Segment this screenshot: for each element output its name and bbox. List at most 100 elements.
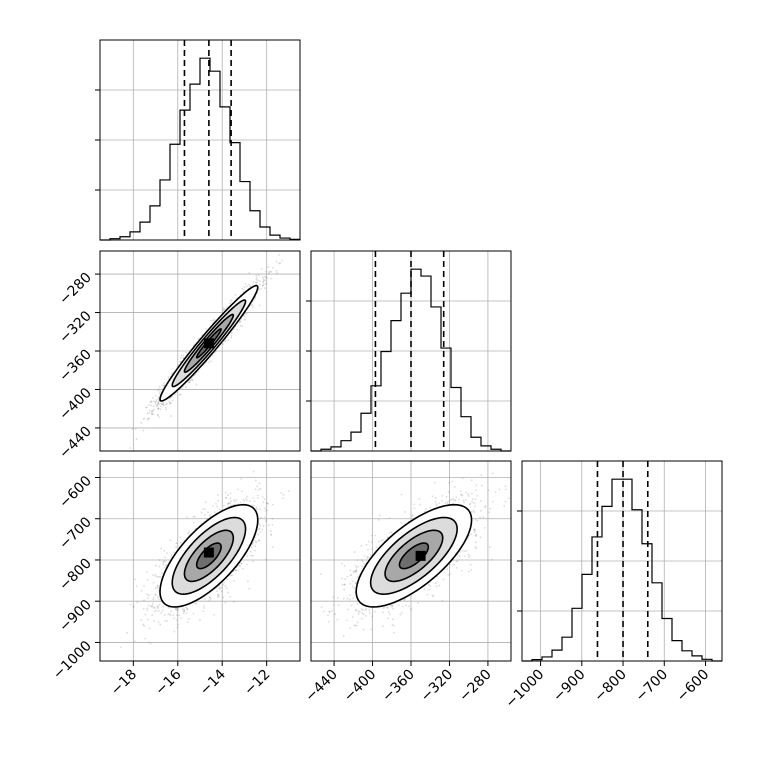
sample-point [271,267,274,269]
sample-point [150,605,152,608]
sample-point [259,508,261,511]
sample-point [176,626,179,629]
sample-point [256,281,258,284]
sample-point [256,279,259,282]
sample-point [163,404,165,407]
sample-point [203,607,205,609]
sample-point [148,411,151,414]
sample-point [225,587,228,590]
sample-point [241,490,244,493]
histogram-frame [99,39,301,241]
sample-point [251,543,254,546]
sample-point [157,397,160,400]
sample-point [182,357,184,359]
sample-point [164,620,167,622]
sample-point [353,624,356,626]
sample-point [147,604,150,607]
sample-point [473,528,475,531]
sample-point [242,498,245,501]
sample-point [175,609,178,612]
sample-point [243,499,246,502]
sample-point [159,408,162,411]
sample-point [185,606,188,609]
sample-point [134,427,137,430]
sample-point [157,401,160,403]
sample-point [185,386,187,389]
sample-point [156,586,159,589]
sample-point [155,405,158,408]
sample-point [227,591,229,594]
sample-point [217,499,219,502]
scatter-panel-0 [99,250,301,452]
sample-point [252,541,254,544]
sample-point [173,630,176,633]
sample-point [218,587,221,590]
sample-point [243,315,245,318]
sample-point [161,572,164,575]
sample-point [467,495,470,497]
sample-point [258,523,260,526]
sample-point [229,497,232,500]
density-peak-marker [203,547,214,558]
sample-point [225,496,228,499]
sample-point [391,604,393,607]
sample-point [175,607,178,610]
contour-level-0 [159,284,259,402]
sample-point [474,489,477,491]
sample-point [226,503,229,505]
sample-point [178,393,181,396]
sample-point [208,599,211,602]
sample-point [145,406,147,409]
sample-point [230,299,233,301]
sample-point [192,521,195,524]
sample-point [179,536,182,539]
sample-point [235,569,237,572]
sample-point [459,550,461,553]
sample-point [159,405,162,408]
sample-point [216,590,219,592]
sample-point [261,284,264,287]
sample-point [153,606,156,609]
sample-point [150,412,153,415]
histogram-grid [311,251,511,451]
sample-point [212,319,215,322]
sample-point [192,515,195,518]
sample-point [256,485,259,488]
sample-point [252,560,254,563]
sample-point [146,571,148,573]
sample-point [176,607,179,610]
sample-point [188,381,191,384]
histogram-grid [522,461,722,661]
sample-point [320,606,323,609]
sample-point [157,388,160,391]
sample-point [474,529,476,532]
sample-point [143,599,145,602]
sample-point [179,393,182,396]
sample-point [246,499,248,502]
sample-point [146,593,149,596]
sample-point [162,402,165,404]
sample-point [153,400,156,403]
sample-point [262,284,265,286]
sample-point [186,608,189,611]
sample-point [255,541,258,544]
sample-point [474,498,477,501]
histogram-grid [100,40,300,240]
sample-point [172,617,175,620]
sample-point [328,620,330,623]
sample-point [260,268,263,270]
sample-point [213,511,216,514]
sample-point [171,372,173,375]
sample-point [142,623,145,626]
sample-point [224,340,226,342]
sample-point [267,266,270,268]
sample-point [165,564,167,567]
sample-point [129,603,132,606]
sample-point [177,608,180,611]
sample-point [132,605,135,608]
sample-point [155,609,158,612]
histogram-panel-2 [517,460,723,662]
sample-point [214,350,217,353]
sample-point [175,542,178,545]
